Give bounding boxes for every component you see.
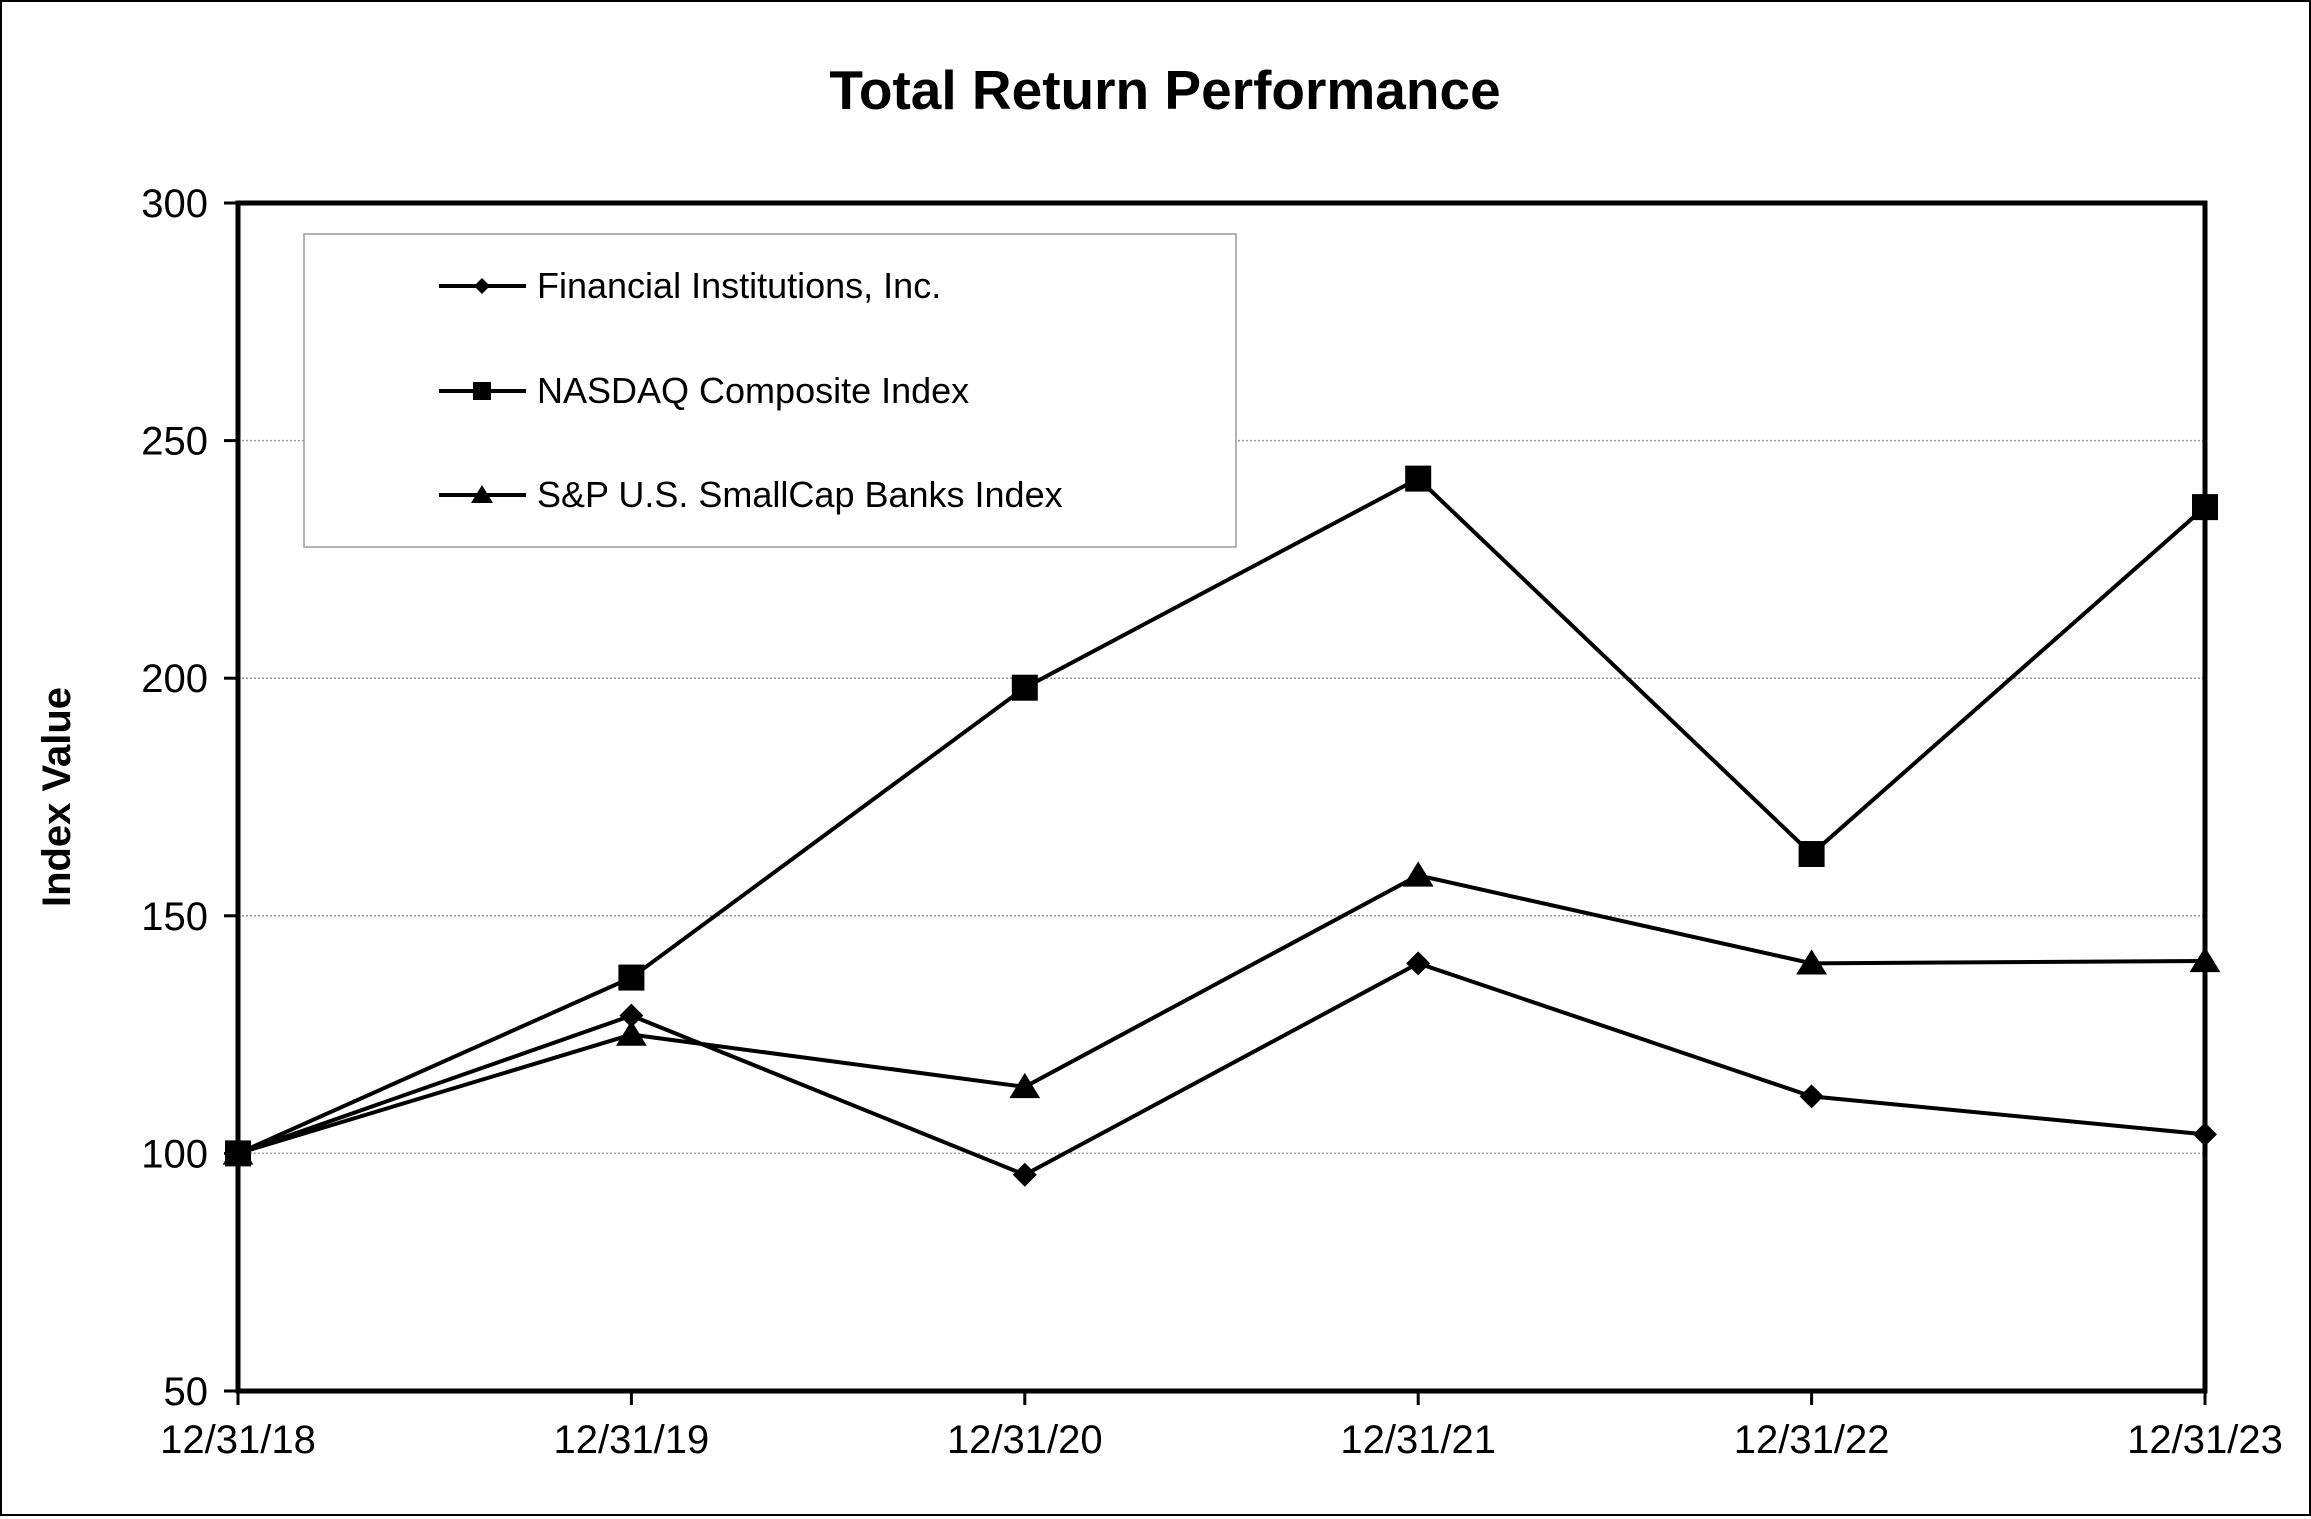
- legend-item: NASDAQ Composite Index: [439, 370, 969, 411]
- legend-item: S&P U.S. SmallCap Banks Index: [439, 474, 1063, 515]
- series-0: [226, 951, 2217, 1187]
- plot-area: [235, 200, 2208, 1394]
- data-point: [1012, 1162, 1037, 1187]
- data-point: [1406, 951, 1431, 976]
- y-tick-label: 250: [141, 420, 208, 464]
- data-point: [2192, 494, 2218, 521]
- data-point: [619, 1003, 644, 1028]
- data-point: [1798, 841, 1825, 868]
- x-tick-label: 12/31/23: [2127, 1418, 2283, 1462]
- legend: Financial Institutions, Inc. NASDAQ Compo…: [303, 233, 1237, 548]
- y-tick-label: 150: [141, 895, 208, 939]
- data-point: [1405, 465, 1432, 492]
- series-line: [237, 476, 2207, 1156]
- legend-label: Financial Institutions, Inc.: [537, 265, 941, 306]
- y-tick-label: 100: [141, 1132, 208, 1176]
- x-axis: 12/31/18 12/31/19 12/31/20 12/31/21 12/31/22…: [160, 1391, 2283, 1462]
- data-point: [1011, 674, 1038, 701]
- data-point: [1796, 949, 1827, 975]
- series-line: [237, 961, 2206, 1177]
- x-tick-label: 12/31/22: [1734, 1418, 1890, 1462]
- y-tick-label: 200: [141, 657, 208, 701]
- data-point: [1799, 1084, 1824, 1109]
- chart-title: Total Return Performance: [829, 59, 1500, 121]
- series-2: [222, 861, 2221, 1165]
- y-axis: 50 100 150 200 250 300: [141, 182, 238, 1414]
- series-1: [225, 465, 2218, 1167]
- legend-item: Financial Institutions, Inc.: [439, 265, 941, 306]
- series-line: [237, 873, 2206, 1156]
- y-tick-label: 300: [141, 182, 208, 226]
- data-point: [616, 1020, 647, 1046]
- legend-marker: [471, 485, 493, 503]
- data-point: [618, 964, 645, 991]
- x-tick-label: 12/31/20: [947, 1418, 1103, 1462]
- data-point: [2189, 946, 2221, 973]
- data-point: [1009, 1072, 1041, 1099]
- legend-label: NASDAQ Composite Index: [537, 370, 969, 411]
- data-point: [222, 1139, 254, 1165]
- legend-marker: [473, 382, 491, 400]
- data-point: [1402, 861, 1434, 887]
- y-axis-label: Index Value: [35, 687, 79, 907]
- legend-marker: [474, 278, 490, 294]
- data-point: [2193, 1122, 2217, 1147]
- series-layer: [222, 465, 2221, 1187]
- legend-label: S&P U.S. SmallCap Banks Index: [537, 474, 1063, 515]
- x-tick-label: 12/31/21: [1340, 1418, 1496, 1462]
- x-tick-label: 12/31/19: [554, 1418, 710, 1462]
- y-tick-label: 50: [164, 1370, 209, 1414]
- x-tick-label: 12/31/18: [160, 1418, 316, 1462]
